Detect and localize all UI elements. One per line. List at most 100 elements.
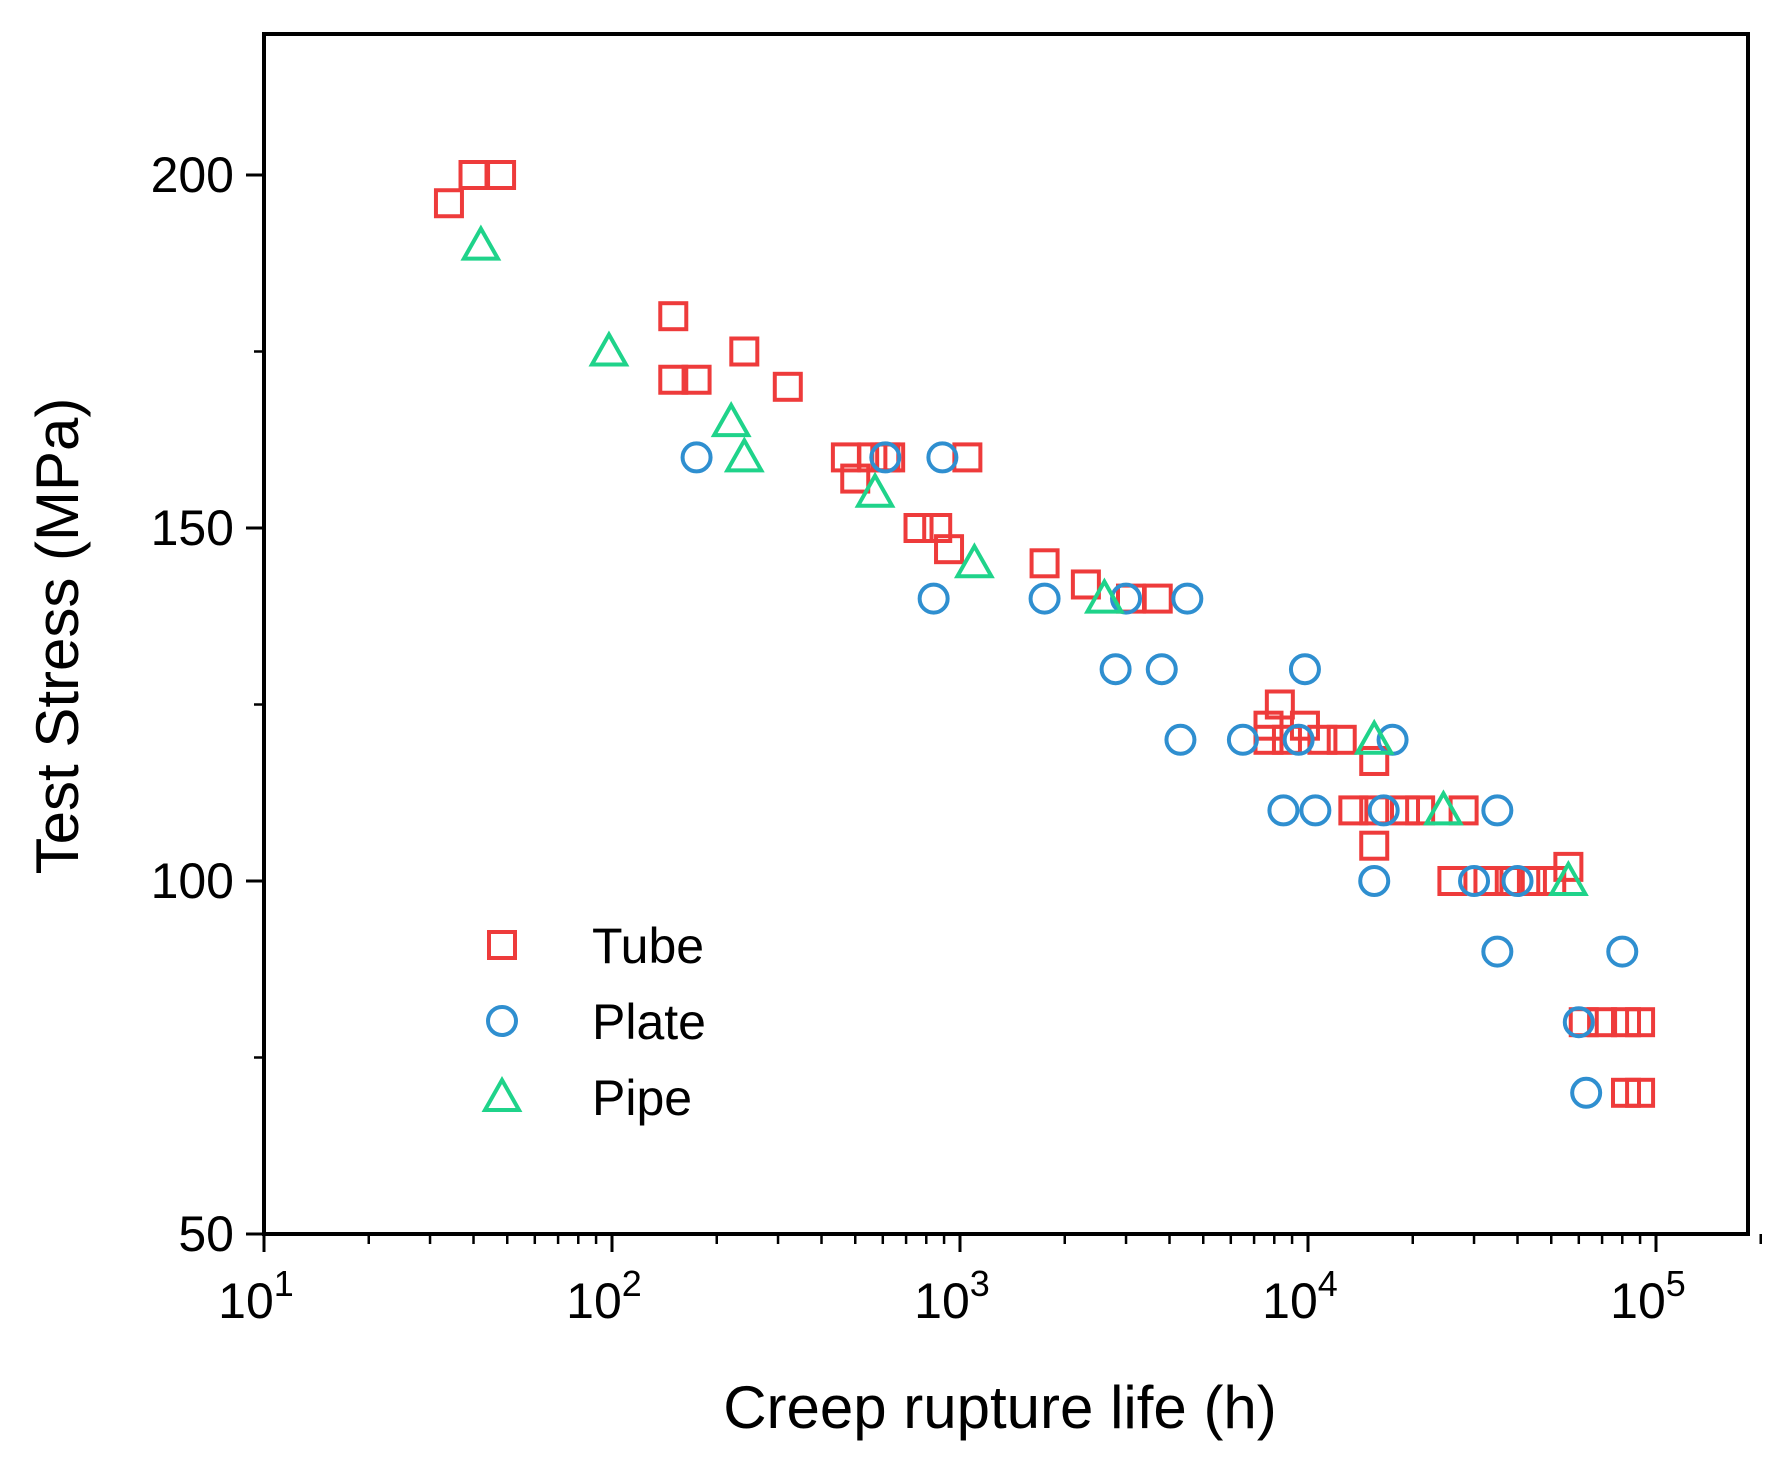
x-tick-base: 10	[914, 1273, 970, 1329]
plate-point	[869, 441, 902, 474]
plate-point	[1288, 653, 1321, 686]
tube-point	[934, 534, 965, 565]
series-plate	[680, 441, 1639, 1109]
tube-point	[1553, 851, 1584, 882]
plate-point	[1299, 794, 1332, 827]
plate-point	[917, 582, 950, 615]
x-tick-base: 10	[1262, 1273, 1318, 1329]
x-axis-title: Creep rupture life (h)	[723, 1374, 1277, 1441]
plate-point	[1481, 935, 1514, 968]
plate-point	[926, 441, 959, 474]
x-tick-exponent: 5	[1666, 1263, 1686, 1304]
tube-point	[1070, 569, 1101, 600]
plate-point	[1145, 653, 1178, 686]
plate-point	[1367, 794, 1400, 827]
tube-point	[1437, 866, 1468, 896]
tube-point	[1359, 795, 1390, 826]
plate-point	[1267, 794, 1300, 827]
tube-point	[658, 301, 689, 332]
tube-point	[1029, 548, 1060, 579]
plate-point	[1562, 1006, 1595, 1039]
tube-point	[952, 442, 983, 473]
tube-point	[1587, 1007, 1618, 1038]
plate-point	[1570, 1076, 1603, 1109]
legend-marker-square	[487, 930, 517, 960]
legend-marker-circle	[486, 1005, 518, 1037]
tube-point	[840, 463, 871, 494]
plate-point	[1606, 935, 1639, 968]
tube-point	[681, 364, 712, 395]
tube-point	[903, 513, 934, 543]
tube-point	[433, 188, 464, 219]
tube-point	[772, 371, 803, 402]
legend-item-pipe: Pipe	[481, 1070, 692, 1126]
tube-point	[1625, 1077, 1656, 1108]
y-tick-label: 150	[151, 500, 234, 556]
tube-point	[1307, 724, 1338, 755]
legend-item-plate: Plate	[486, 994, 706, 1050]
x-tick-label: 102	[566, 1263, 642, 1329]
x-tick-exponent: 4	[1318, 1263, 1338, 1304]
pipe-point	[1547, 859, 1589, 896]
plate-point	[1282, 723, 1315, 756]
tube-point	[1359, 830, 1390, 861]
plate-point	[1226, 723, 1259, 756]
pipe-point	[953, 542, 995, 579]
legend-label: Plate	[592, 994, 706, 1050]
legend-label: Tube	[592, 918, 704, 974]
tube-point	[486, 160, 517, 190]
tube-point	[1516, 866, 1547, 896]
tube-point	[1271, 724, 1302, 755]
plate-point	[1501, 865, 1534, 897]
tube-point	[1359, 745, 1390, 776]
pipe-point	[854, 471, 896, 508]
x-tick-label: 103	[914, 1263, 990, 1329]
y-axis-title: Test Stress (MPa)	[24, 398, 91, 875]
pipe-point	[1353, 718, 1395, 755]
x-tick-base: 10	[218, 1273, 274, 1329]
legend-marker-triangle	[481, 1075, 523, 1112]
x-tick-exponent: 3	[970, 1263, 990, 1304]
pipe-point	[1083, 577, 1125, 614]
tube-point	[1448, 795, 1479, 826]
tube-point	[729, 336, 760, 367]
plate-point	[680, 441, 713, 474]
plate-point	[1458, 865, 1491, 897]
x-tick-label: 104	[1262, 1263, 1338, 1329]
x-tick-base: 10	[1610, 1273, 1666, 1329]
plate-point	[1099, 653, 1132, 686]
y-tick-label: 200	[151, 147, 234, 203]
tube-point	[1142, 583, 1173, 614]
plate-point	[1481, 794, 1514, 827]
tube-point	[1625, 1007, 1656, 1038]
tube-point	[1326, 724, 1357, 755]
legend: Tube Plate Pipe	[481, 918, 706, 1126]
data-points	[433, 160, 1656, 1109]
plate-point	[1171, 582, 1204, 615]
tube-point	[458, 160, 489, 190]
x-tick-label: 105	[1610, 1263, 1686, 1329]
y-tick-label: 50	[178, 1206, 234, 1262]
plate-point	[1164, 723, 1197, 756]
tube-point	[1338, 795, 1369, 826]
pipe-point	[710, 401, 752, 438]
pipe-point	[723, 436, 765, 473]
axis-ticks	[246, 173, 1763, 1252]
pipe-point	[588, 330, 630, 367]
tube-point	[1473, 866, 1504, 896]
plate-point	[1358, 865, 1391, 897]
x-tick-base: 10	[566, 1273, 622, 1329]
x-tick-exponent: 1	[274, 1263, 294, 1304]
legend-label: Pipe	[592, 1070, 692, 1126]
pipe-point	[1422, 789, 1464, 826]
tube-point	[658, 364, 689, 395]
x-tick-exponent: 2	[622, 1263, 642, 1304]
series-pipe	[460, 224, 1589, 896]
pipe-point	[460, 224, 502, 261]
legend-item-tube: Tube	[487, 918, 704, 974]
plate-point	[1028, 582, 1061, 615]
plot-frame	[262, 32, 1750, 1236]
tube-point	[1390, 795, 1421, 826]
